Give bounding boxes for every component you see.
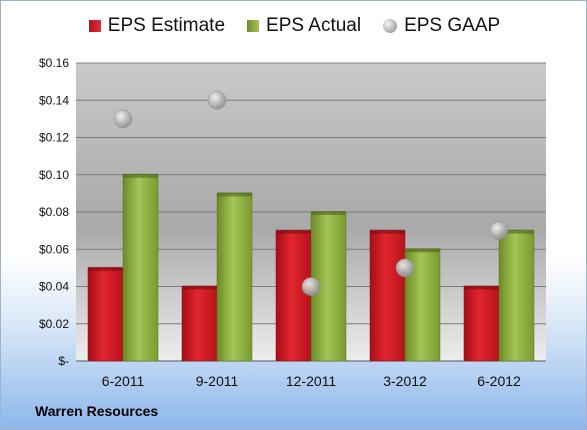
legend-label-gaap: EPS GAAP [404,15,501,36]
bar-cap-actual [405,248,440,253]
company-name: Warren Resources [35,403,159,419]
y-tick-label: $0.08 [39,205,69,219]
point-eps-gaap [395,258,415,278]
legend-item-estimate: EPS Estimate [88,15,226,37]
y-tick-label: $0.16 [39,56,69,70]
bar-cap-estimate [88,266,123,271]
bar-eps-estimate [275,230,312,362]
legend-item-gaap: EPS GAAP [383,15,500,37]
bar-eps-actual [498,230,535,362]
x-tick-label: 6-2011 [102,373,145,389]
y-tick-label: $0.10 [39,168,69,182]
bar-eps-actual [216,193,253,362]
legend-label-actual: EPS Actual [266,15,362,36]
bar-eps-estimate [181,286,218,362]
legend-swatch-actual [247,20,260,32]
y-tick-label: $0.06 [39,242,69,256]
bar-eps-estimate [369,230,406,362]
y-tick-label: $0.02 [39,317,69,331]
chart-legend: EPS Estimate EPS Actual EPS GAAP [1,15,586,37]
point-eps-gaap [301,277,321,296]
bar-cap-estimate [370,229,405,234]
y-tick-label: $0.12 [39,131,69,145]
bar-cap-estimate [276,229,311,234]
bar-cap-actual [217,192,252,197]
point-eps-gaap [207,91,227,110]
y-tick-label: $0.04 [39,280,69,294]
bar-eps-estimate [463,286,500,362]
y-tick-label: $0.14 [39,93,69,107]
bar-cap-estimate [182,285,217,290]
legend-label-estimate: EPS Estimate [107,15,226,36]
legend-swatch-estimate [88,20,101,32]
x-tick-label: 3-2012 [383,373,427,389]
bar-eps-estimate [87,267,124,362]
x-tick-label: 9-2011 [196,373,239,389]
point-eps-gaap [489,221,509,240]
bar-cap-actual [123,173,158,178]
bar-cap-actual [499,229,534,234]
point-eps-gaap [113,109,133,129]
legend-swatch-gaap [383,19,398,33]
bar-eps-actual [122,174,159,362]
x-tick-label: 6-2012 [477,373,521,389]
bar-cap-actual [311,211,346,215]
y-tick-label: $- [58,354,69,368]
bar-cap-estimate [464,285,499,290]
legend-item-actual: EPS Actual [247,15,361,37]
x-tick-label: 12-2011 [286,373,337,389]
